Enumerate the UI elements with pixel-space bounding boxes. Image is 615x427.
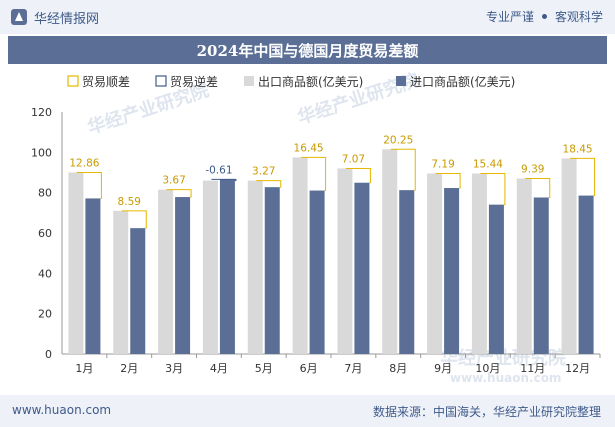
x-tick-label: 3月 xyxy=(165,362,183,375)
tagline: 专业严谨 客观科学 xyxy=(486,8,603,25)
surplus-label: 3.27 xyxy=(252,166,275,178)
surplus-label: 16.45 xyxy=(294,142,324,154)
deficit-label: -0.61 xyxy=(205,164,232,176)
surplus-label: 7.19 xyxy=(431,159,454,171)
x-tick-label: 1月 xyxy=(75,362,93,375)
website-link[interactable]: www.huaon.com xyxy=(12,403,112,417)
import-bar xyxy=(399,190,415,354)
surplus-label: 9.39 xyxy=(521,164,544,176)
export-bar xyxy=(113,210,129,354)
surplus-label: 8.59 xyxy=(118,196,141,208)
legend-import-label: 进口商品额(亿美元) xyxy=(410,74,515,89)
import-bar xyxy=(219,179,235,354)
legend-export-swatch xyxy=(244,76,254,86)
x-tick-label: 11月 xyxy=(520,362,545,375)
brand: 华经情报网 xyxy=(10,7,99,27)
x-tick-label: 9月 xyxy=(434,362,452,375)
chart-title: 2024年中国与德国月度贸易差额 xyxy=(8,36,607,64)
import-bar xyxy=(354,182,370,354)
y-tick-label: 60 xyxy=(38,227,52,240)
export-bar xyxy=(158,189,174,354)
x-tick-label: 12月 xyxy=(565,362,590,375)
export-bar xyxy=(516,178,532,354)
export-bar xyxy=(561,158,577,354)
deficit-bracket xyxy=(211,178,237,182)
surplus-bracket xyxy=(121,210,147,229)
import-bar xyxy=(309,190,325,354)
surplus-label: 20.25 xyxy=(383,134,413,146)
separator-dot-icon xyxy=(541,14,547,19)
surplus-bracket xyxy=(570,157,596,197)
x-tick-label: 2月 xyxy=(120,362,138,375)
top-banner: 华经情报网 专业严谨 客观科学 xyxy=(0,0,615,34)
brand-name: 华经情报网 xyxy=(34,11,100,27)
surplus-label: 12.86 xyxy=(69,158,99,170)
x-tick-label: 8月 xyxy=(389,362,407,375)
export-bar xyxy=(382,149,398,354)
surplus-bracket xyxy=(345,167,371,184)
import-bar xyxy=(85,198,101,354)
surplus-bracket xyxy=(301,156,327,192)
import-bar xyxy=(175,197,191,354)
x-tick-label: 6月 xyxy=(300,362,318,375)
tagline-professional: 专业严谨 xyxy=(485,10,534,24)
tagline-objective: 客观科学 xyxy=(554,10,603,24)
export-bar xyxy=(471,173,487,354)
surplus-label: 15.44 xyxy=(473,159,503,171)
y-tick-label: 40 xyxy=(38,267,52,280)
legend-surplus-label: 贸易顺差 xyxy=(82,75,130,89)
surplus-bracket xyxy=(76,172,102,199)
surplus-label: 3.67 xyxy=(162,175,185,187)
import-bar xyxy=(533,197,549,354)
brand-logo-icon xyxy=(11,9,27,25)
export-bar xyxy=(292,157,308,354)
surplus-bracket xyxy=(525,178,551,198)
data-source: 数据来源：中国海关，华经产业研究院整理 xyxy=(372,405,601,419)
legend-import-swatch xyxy=(396,76,406,86)
x-tick-label: 10月 xyxy=(475,362,500,375)
export-bar xyxy=(68,172,84,354)
surplus-bracket xyxy=(435,173,461,189)
export-bar xyxy=(337,168,353,354)
bottom-banner: www.huaon.com 数据来源：中国海关，华经产业研究院整理 xyxy=(0,395,615,427)
surplus-bracket xyxy=(480,173,506,206)
export-bar xyxy=(202,180,218,354)
surplus-label: 7.07 xyxy=(342,153,365,165)
import-bar xyxy=(264,187,280,354)
legend-deficit-label: 贸易逆差 xyxy=(170,74,218,89)
y-tick-label: 80 xyxy=(38,187,52,200)
surplus-label: 18.45 xyxy=(563,143,593,155)
import-bar xyxy=(444,188,460,354)
x-tick-label: 4月 xyxy=(210,362,228,375)
legend-deficit-swatch xyxy=(155,75,167,87)
import-bar xyxy=(578,195,594,354)
legend-export-label: 出口商品额(亿美元) xyxy=(258,74,363,89)
watermark-url: www.huaon.com xyxy=(450,371,561,385)
y-tick-label: 100 xyxy=(31,146,52,159)
surplus-bracket xyxy=(256,180,282,188)
y-tick-label: 0 xyxy=(45,348,52,361)
surplus-bracket xyxy=(166,189,192,198)
x-tick-label: 7月 xyxy=(344,362,362,375)
export-bar xyxy=(427,173,443,354)
import-bar xyxy=(488,204,504,354)
legend-surplus-swatch xyxy=(67,75,79,87)
surplus-bracket xyxy=(390,148,416,191)
y-tick-label: 120 xyxy=(31,106,52,119)
x-tick-label: 5月 xyxy=(255,362,273,375)
export-bar xyxy=(247,180,263,354)
import-bar xyxy=(130,228,146,354)
y-tick-label: 20 xyxy=(38,308,52,321)
